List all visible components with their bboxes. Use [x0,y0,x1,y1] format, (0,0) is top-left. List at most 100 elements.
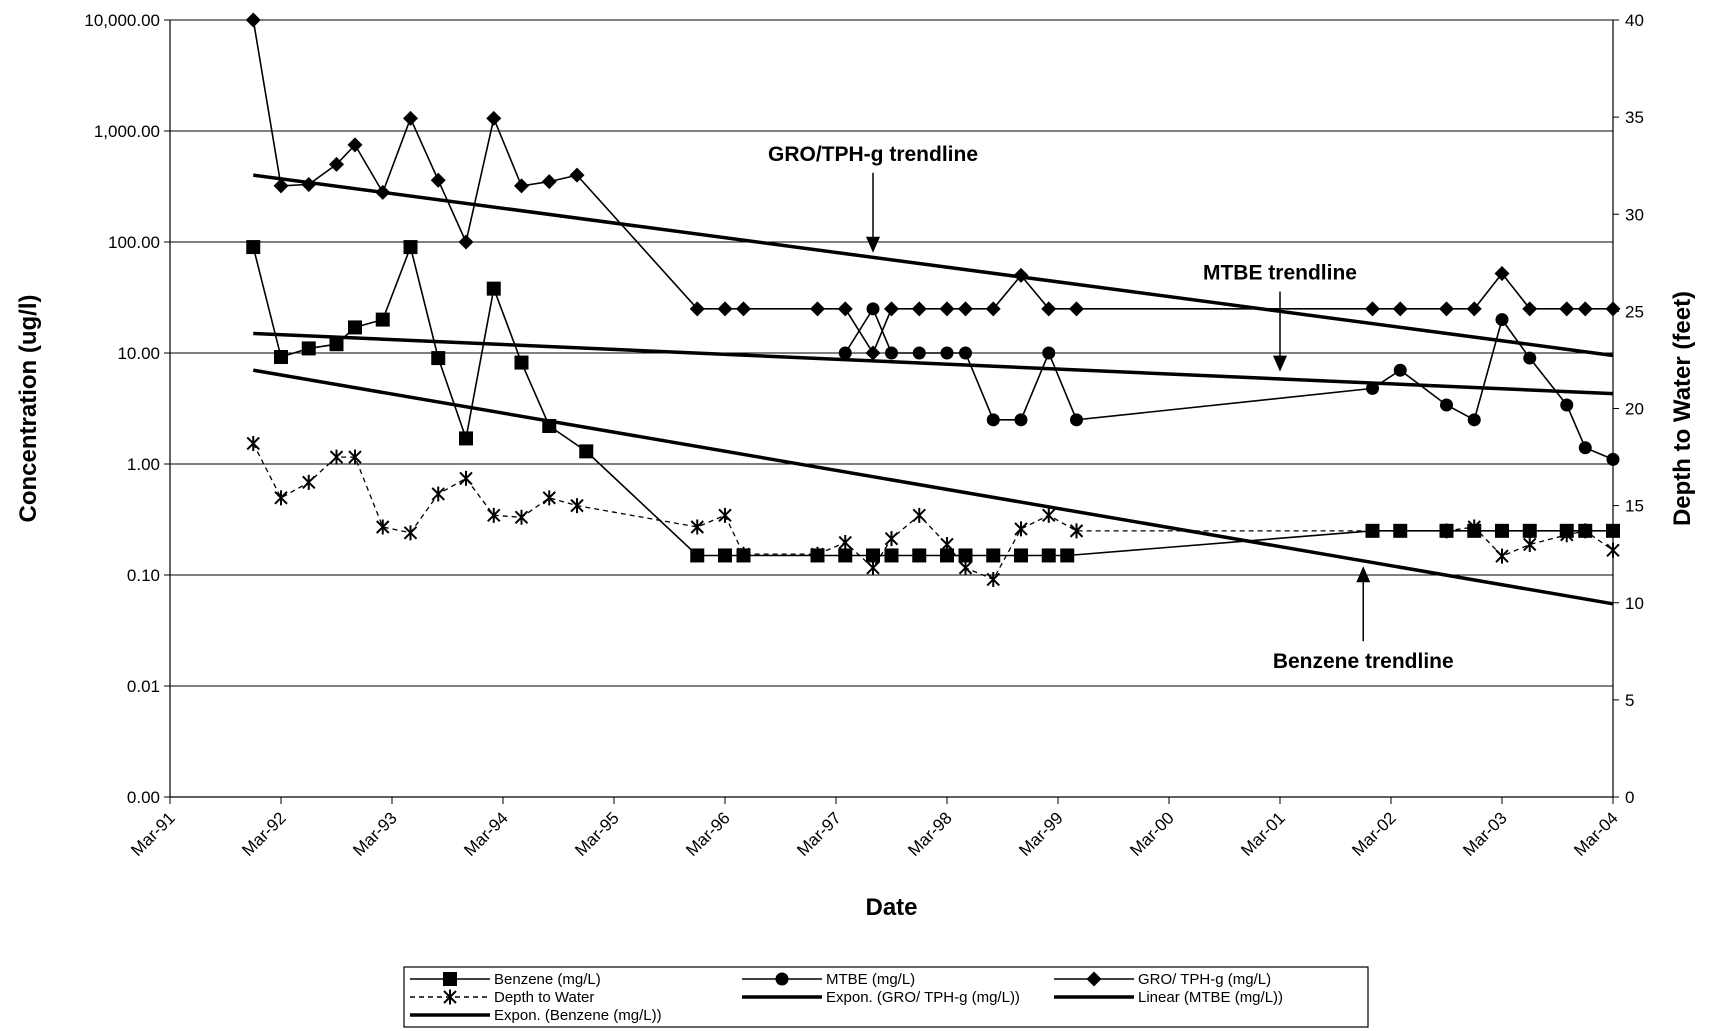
series-gro-tph-g-mg-l [245,12,1621,361]
data-point [1559,301,1575,317]
data-point [1523,351,1537,365]
data-point [718,507,732,523]
data-point [1494,266,1510,282]
data-point [717,301,733,317]
x-axis-label: Date [865,894,917,921]
y-axis-label: Concentration (ug/l) [15,295,42,523]
data-point [1042,346,1056,360]
y2-axis-label: Depth to Water (feet) [1669,291,1696,526]
data-point [1439,523,1454,539]
data-point [1014,548,1028,563]
data-point [1069,301,1084,317]
data-point [986,413,1000,427]
data-point [1439,301,1454,317]
data-point [348,449,362,465]
y-tick-label: 0.10 [127,566,160,585]
data-point [403,240,418,255]
data-point [487,507,501,523]
annotation-mtbe-trendline: MTBE trendline [1203,262,1357,372]
data-point [274,350,288,365]
data-point [514,178,529,194]
data-point [1522,523,1537,538]
data-point [884,531,899,547]
data-point [958,548,973,563]
legend-entry-mtbe-mg-l: MTBE (mg/L) [742,971,915,988]
data-point [1365,523,1380,538]
data-point [986,548,1001,563]
data-point [958,560,973,576]
data-point [939,301,955,317]
data-point [837,301,853,317]
legend-swatch-marker [1086,971,1102,987]
data-point [403,110,418,126]
y-tick-label: 1,000.00 [94,122,160,141]
y2-tick-label: 5 [1625,691,1634,710]
data-point [1366,381,1379,395]
data-point [1578,441,1592,455]
data-point [1605,301,1621,317]
data-point [866,548,880,563]
data-point [1606,542,1620,558]
y2-tick-label: 40 [1625,11,1644,30]
data-point [838,346,852,360]
annotation-label: MTBE trendline [1203,262,1357,285]
y2-tick-label: 10 [1625,594,1644,613]
annotation-arrow-head [1356,566,1371,583]
data-point [246,240,261,255]
data-point [866,560,880,576]
y2-tick-label: 35 [1625,108,1644,127]
data-point [912,346,926,360]
data-point [736,301,751,317]
data-point [1466,301,1482,317]
data-point [1070,413,1083,427]
data-point [514,355,529,370]
data-point [1560,398,1574,412]
data-point [1393,363,1407,377]
data-point [1523,536,1537,552]
legend-label: Expon. (Benzene (mg/L)) [494,1007,662,1024]
data-point [431,486,445,502]
data-point [329,337,344,352]
data-point [1042,507,1056,523]
data-point [301,176,317,192]
data-point [459,470,473,486]
legend-entry-gro-tph-g-mg-l: GRO/ TPH-g (mg/L) [1054,971,1271,988]
data-point [838,548,853,563]
y2-tick-label: 0 [1625,788,1634,807]
data-point [274,490,288,506]
legend-swatch-marker [775,972,789,986]
annotation-arrow-head [1273,355,1287,372]
data-point [348,320,362,335]
data-point [718,548,732,563]
annotation-label: Benzene trendline [1273,650,1454,673]
data-point [542,490,556,506]
legend: Benzene (mg/L) MTBE (mg/L) GRO/ TPH-g (mg/… [403,966,1369,1028]
legend-entry-linear-mtbe-mg-l: Linear (MTBE (mg/L)) [1054,989,1283,1006]
y-tick-label: 1.00 [127,455,160,474]
data-point [375,184,391,200]
data-point [985,301,1001,317]
data-point [1392,301,1408,317]
data-point [736,546,751,562]
data-point [912,507,926,523]
legend-label: Expon. (GRO/ TPH-g (mg/L)) [826,989,1020,1006]
data-point [1495,548,1509,564]
data-point [1014,413,1028,427]
data-point [329,156,344,172]
legend-entry-expon-benzene-mg-l: Expon. (Benzene (mg/L)) [410,1007,662,1024]
data-point [458,234,474,250]
series-depth-to-water [246,435,1620,587]
data-point [940,536,954,552]
data-point [486,110,502,126]
legend-swatch-marker [443,972,457,986]
data-point [690,519,704,535]
legend-label: MTBE (mg/L) [826,971,915,988]
trendline-expon-benzene-mg-l [252,368,1614,606]
y-tick-label: 0.00 [127,788,160,807]
y2-tick-label: 30 [1625,205,1644,224]
y2-tick-label: 25 [1625,302,1644,321]
data-point [542,418,557,433]
y-tick-label: 0.01 [127,677,160,696]
data-point [810,546,825,562]
